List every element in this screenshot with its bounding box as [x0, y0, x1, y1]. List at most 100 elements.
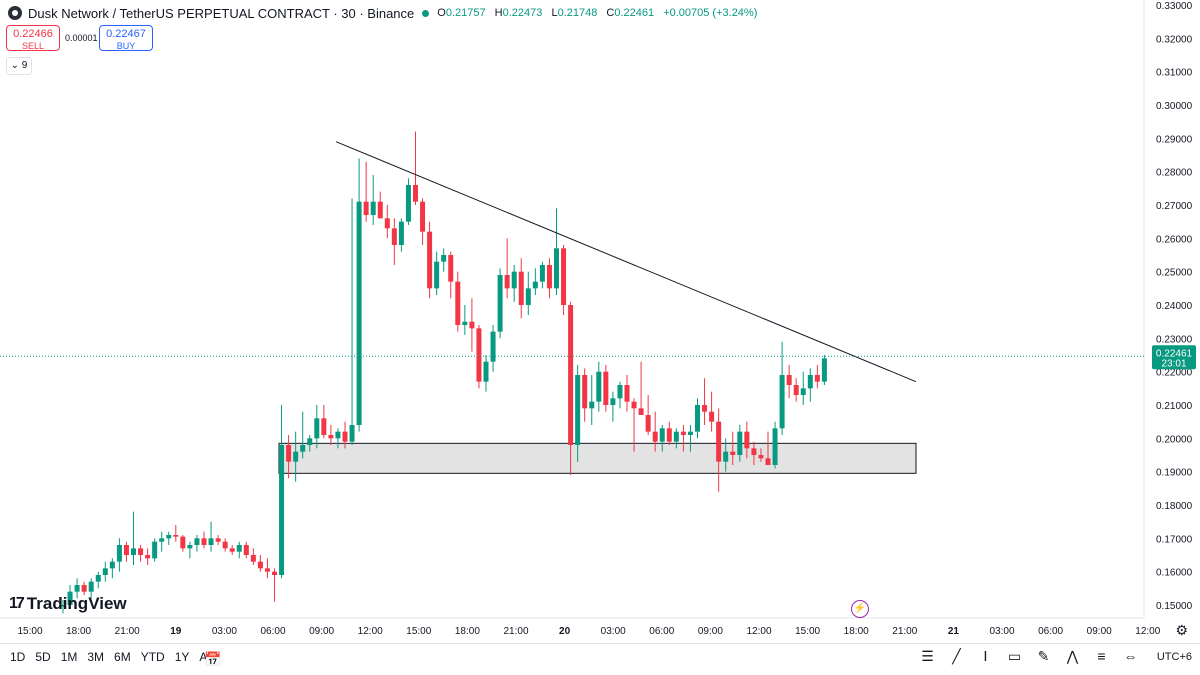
candle-body: [413, 185, 418, 202]
pattern-icon[interactable]: ⋀: [1066, 648, 1079, 664]
time-tick-label: 21: [948, 626, 960, 637]
time-tick-label: 19: [170, 626, 182, 637]
candle-body: [455, 281, 461, 325]
candle-body: [511, 271, 517, 289]
time-tick-label: 21:00: [503, 626, 528, 637]
fib-icon[interactable]: Ⅰ: [983, 648, 988, 664]
candle-body: [497, 275, 503, 332]
close-value: 0.22461: [614, 7, 655, 19]
ruler-icon[interactable]: ☰: [921, 648, 934, 664]
calendar-icon[interactable]: 📅: [204, 651, 222, 667]
sell-price: 0.22466: [13, 28, 53, 40]
time-tick-label: 20: [559, 626, 571, 637]
range-ytd[interactable]: YTD: [140, 650, 165, 664]
candle-body: [173, 535, 179, 537]
sell-label: SELL: [21, 41, 45, 51]
candle-body: [405, 185, 411, 222]
time-tick-label: 06:00: [1038, 626, 1063, 637]
range-1y[interactable]: 1Y: [174, 650, 190, 664]
candle-body: [518, 271, 524, 305]
measure-icon[interactable]: ⇔: [1123, 648, 1138, 664]
high-label: H: [494, 7, 503, 19]
candle-body: [589, 401, 595, 409]
tradingview-mark-icon: 17: [9, 595, 25, 612]
spread-value: 0.00001: [65, 33, 98, 43]
candle-body: [60, 605, 66, 607]
time-tick-label: 03:00: [601, 626, 626, 637]
symbol-title[interactable]: Dusk Network / TetherUS PERPETUAL CONTRA…: [28, 5, 415, 21]
buy-price: 0.22467: [106, 28, 146, 40]
candle-body: [695, 405, 700, 432]
price-tick-label: 0.20000: [1156, 434, 1193, 445]
range-1m[interactable]: 1M: [60, 650, 78, 664]
candle-body: [67, 591, 73, 605]
support-zone-rectangle[interactable]: [278, 442, 917, 474]
candle-body: [793, 385, 799, 395]
candle-body: [307, 438, 313, 445]
price-tick-label: 0.27000: [1156, 201, 1193, 212]
candle-body: [300, 445, 306, 452]
candle-body: [272, 571, 277, 575]
candle-body: [532, 281, 538, 289]
low-label: L: [551, 7, 558, 19]
time-tick-label: 12:00: [358, 626, 383, 637]
high-value: 0.22473: [502, 7, 543, 19]
candle-body: [427, 231, 433, 289]
candle-body: [279, 445, 285, 575]
candle-body: [666, 428, 672, 442]
indicators-toggle-button[interactable]: ⌄ 9: [6, 57, 32, 75]
lightning-icon[interactable]: ⚡: [851, 600, 869, 618]
exchange-logo-icon: [8, 6, 22, 20]
sell-button[interactable]: 0.22466 SELL: [6, 25, 60, 51]
change-value: +0.00705 (+3.24%): [663, 7, 758, 19]
candle-body: [673, 431, 679, 442]
indicators-count: 9: [21, 60, 28, 71]
brush-icon[interactable]: ✎: [1037, 648, 1050, 664]
price-tick-label: 0.21000: [1156, 401, 1193, 412]
buy-button[interactable]: 0.22467 BUY: [99, 25, 153, 51]
price-tick-label: 0.19000: [1156, 468, 1193, 479]
trend-line-icon[interactable]: ╱: [952, 648, 961, 664]
candle-body: [391, 228, 397, 245]
candle-body: [504, 275, 510, 289]
range-3m[interactable]: 3M: [87, 650, 105, 664]
candle-body: [561, 248, 567, 305]
candle-body: [201, 538, 207, 545]
price-tick-label: 0.30000: [1156, 101, 1193, 112]
candle-body: [448, 255, 454, 282]
tradingview-logo[interactable]: 17 TradingView: [9, 594, 127, 614]
time-tick-label: 06:00: [260, 626, 285, 637]
price-tick-label: 0.15000: [1156, 601, 1193, 612]
range-1d[interactable]: 1D: [10, 650, 26, 664]
candle-body: [123, 545, 129, 555]
range-5d[interactable]: 5D: [35, 650, 51, 664]
candle-body: [441, 255, 447, 262]
text-lines-icon[interactable]: ≡: [1097, 648, 1106, 664]
trendline[interactable]: [335, 141, 917, 383]
candle-body: [314, 418, 320, 439]
candle-body: [659, 428, 665, 442]
candle-body: [582, 375, 588, 409]
candle-body: [539, 265, 545, 282]
rectangle-icon[interactable]: ▭: [1007, 648, 1022, 664]
timezone-button[interactable]: UTC+6: [1156, 651, 1192, 663]
range-all[interactable]: All: [199, 650, 213, 664]
candle-body: [525, 288, 531, 305]
candle-body: [328, 435, 334, 439]
time-tick-label: 09:00: [698, 626, 723, 637]
time-tick-label: 09:00: [1087, 626, 1112, 637]
candle-body: [138, 548, 144, 555]
candle-body: [180, 536, 186, 549]
candle-body: [702, 405, 708, 412]
market-open-status-icon: [422, 9, 430, 17]
candle-body: [335, 431, 341, 439]
price-tick-label: 0.31000: [1156, 68, 1193, 79]
candle-body: [215, 538, 221, 542]
gear-icon[interactable]: ⚙: [1175, 622, 1188, 638]
candle-body: [490, 331, 496, 362]
candle-body: [293, 451, 299, 462]
range-6m[interactable]: 6M: [114, 650, 131, 664]
candle-body: [596, 371, 602, 402]
candle-body: [257, 561, 263, 569]
